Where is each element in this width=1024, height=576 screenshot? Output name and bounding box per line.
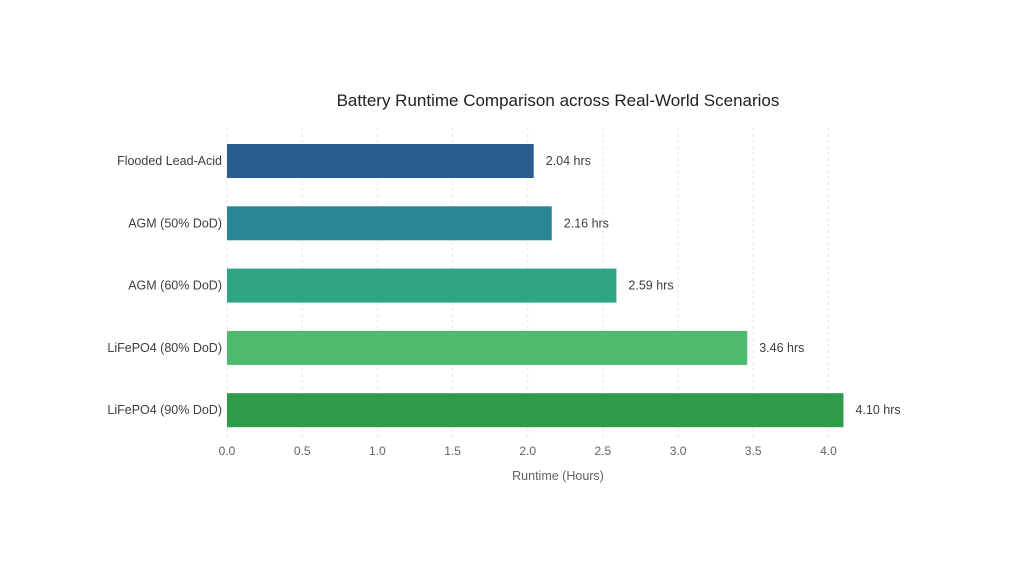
x-tick-label: 1.0 bbox=[369, 444, 386, 458]
x-tick-label: 1.5 bbox=[444, 444, 461, 458]
x-tick-label: 4.0 bbox=[820, 444, 837, 458]
x-tick-label: 3.0 bbox=[670, 444, 687, 458]
bar bbox=[227, 268, 617, 303]
bars bbox=[227, 144, 844, 428]
chart-title: Battery Runtime Comparison across Real-W… bbox=[337, 91, 780, 110]
category-label: AGM (50% DoD) bbox=[128, 216, 222, 230]
category-labels: Flooded Lead-Acid AGM (50% DoD) AGM (60% D… bbox=[107, 154, 222, 417]
bar bbox=[227, 330, 748, 365]
category-label: AGM (60% DoD) bbox=[128, 279, 222, 293]
x-axis-ticks: 0.0 0.5 1.0 1.5 2.0 2.5 3.0 3.5 4.0 bbox=[219, 444, 837, 458]
bar bbox=[227, 144, 534, 178]
data-label: 2.16 hrs bbox=[564, 216, 609, 230]
category-label: Flooded Lead-Acid bbox=[117, 154, 222, 168]
x-axis-title: Runtime (Hours) bbox=[512, 469, 604, 483]
data-label: 2.59 hrs bbox=[628, 279, 673, 293]
x-tick-label: 0.0 bbox=[219, 444, 236, 458]
x-tick-label: 3.5 bbox=[745, 444, 762, 458]
category-label: LiFePO4 (80% DoD) bbox=[107, 341, 222, 355]
x-tick-label: 2.0 bbox=[519, 444, 536, 458]
category-label: LiFePO4 (90% DoD) bbox=[107, 403, 222, 417]
data-label: 4.10 hrs bbox=[855, 403, 900, 417]
x-tick-label: 0.5 bbox=[294, 444, 311, 458]
data-labels: 2.04 hrs 2.16 hrs 2.59 hrs 3.46 hrs 4.10 hrs bbox=[546, 154, 901, 417]
bar bbox=[227, 393, 844, 428]
x-tick-label: 2.5 bbox=[595, 444, 612, 458]
bar bbox=[227, 206, 552, 241]
data-label: 2.04 hrs bbox=[546, 154, 591, 168]
data-label: 3.46 hrs bbox=[759, 341, 804, 355]
